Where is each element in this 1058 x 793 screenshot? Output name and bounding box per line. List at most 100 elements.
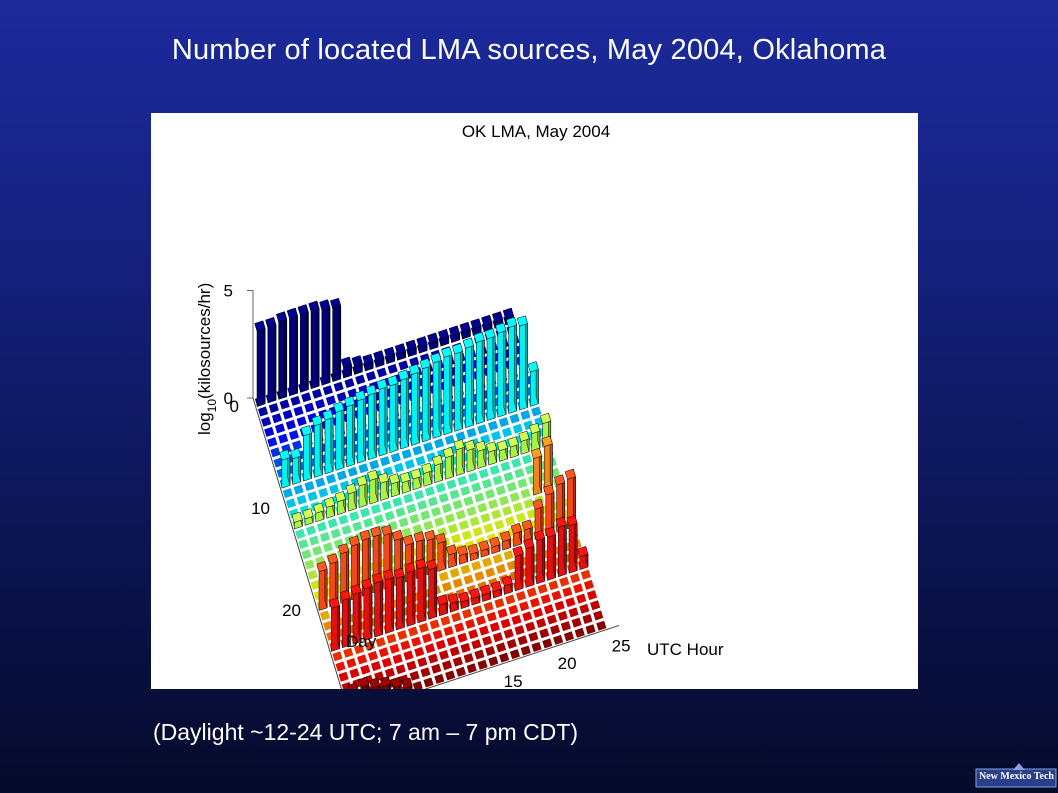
bar-side-face — [295, 307, 298, 394]
bar-top-face — [510, 522, 522, 535]
chart-title: OK LMA, May 2004 — [462, 122, 610, 141]
floor-cell — [342, 646, 355, 659]
floor-cell — [490, 508, 503, 521]
bar-top-face — [286, 307, 298, 319]
bar-top-face — [424, 529, 436, 541]
floor-cell — [351, 520, 364, 533]
floor-cell — [375, 366, 388, 379]
floor-cell — [402, 649, 415, 662]
floor-cell — [545, 613, 558, 626]
floor-cell — [532, 606, 545, 619]
bar — [445, 544, 458, 569]
bar — [371, 572, 384, 638]
bar — [544, 526, 556, 581]
floor-cell — [474, 614, 487, 627]
bar-side-face — [380, 572, 384, 635]
bar — [566, 515, 578, 574]
floor-cell — [556, 609, 569, 622]
floor-cell — [303, 401, 316, 414]
bar — [499, 530, 512, 551]
floor-cell — [459, 563, 472, 576]
bar-side-face — [412, 562, 416, 624]
bar — [530, 447, 542, 496]
floor-cell — [447, 522, 460, 535]
bar-side-face — [423, 558, 427, 621]
floor-cell — [300, 391, 313, 404]
floor-cell — [443, 433, 456, 446]
bar — [329, 297, 342, 383]
bar-top-face — [333, 401, 345, 413]
bar-top-face — [401, 677, 413, 689]
bar-side-face — [319, 415, 323, 475]
bar-top-face — [541, 435, 553, 447]
bar — [387, 375, 399, 454]
floor-cell — [370, 660, 383, 673]
floor-cell — [337, 670, 350, 683]
floor-cell — [311, 387, 324, 400]
bar — [464, 439, 476, 473]
bar-top-face — [459, 321, 471, 334]
floor-cell — [345, 656, 358, 670]
bar — [437, 328, 450, 347]
floor-cell — [411, 679, 424, 689]
floor-cell — [287, 428, 300, 442]
floor-cell — [303, 558, 316, 571]
bar — [311, 415, 323, 478]
floor-cell — [431, 628, 444, 641]
bar-top-face — [491, 311, 504, 323]
floor-cell — [502, 627, 515, 640]
bar — [462, 337, 474, 429]
floor-cell — [448, 566, 461, 579]
floor-cell — [391, 495, 404, 509]
floor-cell — [470, 638, 483, 651]
bar — [279, 449, 291, 489]
bar-top-face — [388, 473, 400, 485]
bar — [399, 471, 411, 494]
floor-cell — [278, 398, 291, 411]
floor-cell — [507, 603, 520, 616]
floor-cell — [478, 624, 491, 637]
bar-side-face — [341, 401, 345, 468]
floor-cell — [400, 448, 413, 461]
floor-cell — [427, 652, 440, 665]
floor-cell — [496, 607, 509, 620]
floor-cell — [295, 415, 308, 428]
floor-cell — [508, 412, 521, 425]
bar — [362, 353, 374, 372]
bar-side-face — [384, 379, 388, 454]
floor-cell — [405, 502, 418, 515]
floor-cell — [505, 637, 518, 650]
chart-axes — [247, 290, 620, 689]
bar — [479, 584, 492, 602]
floor-cell — [396, 628, 409, 642]
bar-top-face — [458, 591, 470, 603]
bar-top-face — [415, 558, 427, 570]
bar-top-face — [381, 524, 393, 536]
bar — [383, 346, 396, 365]
floor-cell — [295, 493, 308, 506]
floor-cell — [305, 524, 318, 537]
bar-top-face — [435, 532, 447, 544]
floor-cell — [292, 405, 305, 418]
bar-top-face — [431, 454, 444, 466]
bar-top-face — [577, 546, 589, 558]
bar-side-face — [330, 409, 334, 472]
bar — [516, 315, 528, 411]
floor-cell — [505, 480, 518, 493]
bar — [339, 589, 351, 649]
bar-top-face — [566, 515, 578, 527]
floor-cell — [442, 624, 455, 638]
floor-cell — [386, 362, 399, 375]
bar — [397, 369, 410, 450]
bar-top-face — [564, 468, 576, 480]
floor-cell — [433, 437, 446, 450]
floor-cell — [549, 623, 562, 636]
bar-top-face — [361, 578, 373, 590]
floor-cell — [550, 589, 563, 602]
bar-top-face — [354, 390, 366, 402]
floor-cell — [392, 461, 405, 474]
floor-cell — [260, 415, 273, 428]
floor-cell — [321, 384, 334, 397]
new-mexico-tech-logo: New Mexico Tech — [975, 761, 1057, 789]
floor-cell — [326, 517, 339, 530]
